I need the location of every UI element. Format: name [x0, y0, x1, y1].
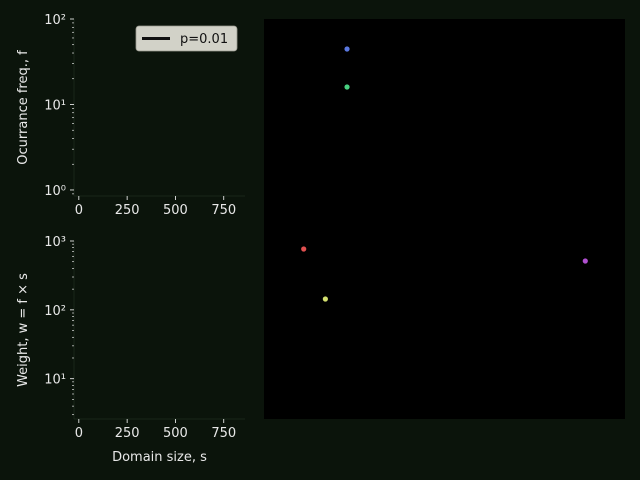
weight-x-axis-label: Domain size, s	[112, 450, 207, 465]
x-tick-label: 250	[115, 426, 140, 441]
scatter-plot-area	[264, 19, 625, 419]
weight-ticks: 0 250 500 750 10¹ 10² 10³	[44, 235, 236, 441]
scatter-points	[301, 46, 588, 302]
scatter-point	[322, 296, 328, 302]
panel-scatter	[264, 19, 625, 419]
x-tick-label: 750	[211, 426, 236, 441]
weight-y-axis-label: Weight, w = f × s	[16, 273, 31, 387]
scatter-point	[582, 258, 588, 264]
y-tick-label: 10²	[44, 304, 66, 319]
x-tick-label: 500	[163, 426, 188, 441]
panel-frequency: 0 250 500 750 10⁰ 10¹ 10² Ocurrance freq., f p…	[16, 13, 245, 218]
legend-entry-label: p=0.01	[180, 32, 228, 47]
y-tick-label: 10³	[44, 235, 66, 250]
scatter-point	[344, 84, 350, 90]
frequency-y-axis-label: Ocurrance freq., f	[16, 50, 31, 165]
y-tick-label: 10¹	[44, 373, 66, 388]
x-tick-label: 0	[75, 203, 83, 218]
y-tick-label: 10⁰	[44, 184, 66, 199]
x-tick-label: 750	[211, 203, 236, 218]
x-tick-label: 0	[75, 426, 83, 441]
x-tick-label: 250	[115, 203, 140, 218]
y-tick-label: 10²	[44, 13, 66, 28]
scatter-point	[344, 46, 350, 52]
legend: p=0.01	[135, 25, 238, 52]
legend-box	[135, 25, 238, 52]
y-tick-label: 10¹	[44, 98, 66, 113]
x-tick-label: 500	[163, 203, 188, 218]
frequency-ticks: 0 250 500 750 10⁰ 10¹ 10²	[44, 13, 236, 218]
panel-weight: 0 250 500 750 10¹ 10² 10³ Weight, w = f × s Do…	[16, 235, 245, 465]
weight-plot-area	[74, 241, 245, 419]
scatter-point	[301, 246, 307, 252]
